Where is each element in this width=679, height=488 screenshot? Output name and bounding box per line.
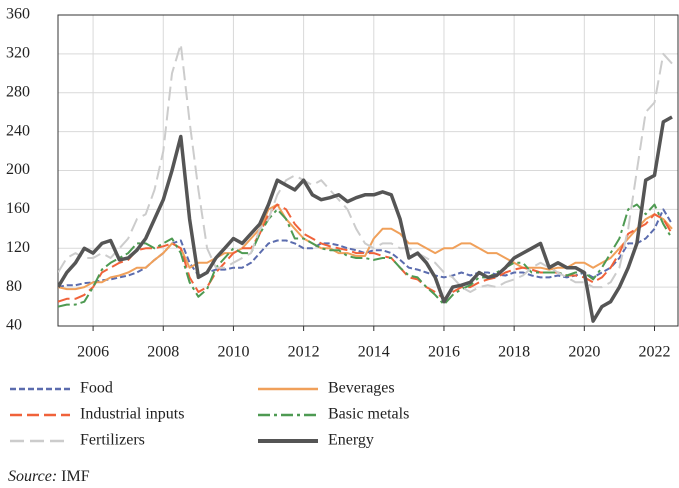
x-tick-label: 2016 (428, 344, 460, 361)
y-tick-label: 200 (6, 161, 30, 178)
y-tick-label: 80 (6, 278, 22, 295)
legend-label: Beverages (328, 380, 395, 397)
source-label: Source: (8, 468, 57, 485)
x-tick-label: 2022 (638, 344, 670, 361)
series-line (58, 115, 673, 323)
y-tick-label: 280 (6, 83, 30, 100)
series-line (58, 43, 673, 293)
y-tick-label: 360 (6, 6, 30, 23)
x-tick-label: 2012 (288, 344, 320, 361)
y-tick-label: 40 (6, 317, 22, 334)
legend: Food Beverages Industrial inputs Basic meta… (10, 380, 409, 449)
legend-label: Energy (328, 432, 374, 449)
x-tick-label: 2014 (358, 344, 390, 361)
x-tick-label: 2020 (568, 344, 600, 361)
x-tick-label: 2010 (217, 344, 249, 361)
x-tick-label: 2008 (147, 344, 179, 361)
series-line (58, 203, 673, 308)
legend-label: Food (80, 380, 113, 397)
y-tick-label: 320 (6, 45, 30, 62)
y-tick-label: 240 (6, 122, 30, 139)
legend-label: Basic metals (328, 406, 409, 423)
y-tick-label: 160 (6, 200, 30, 217)
x-tick-label: 2006 (77, 344, 109, 361)
source-text: IMF (61, 468, 90, 485)
legend-label: Fertilizers (80, 432, 145, 449)
x-tick-label: 2018 (498, 344, 530, 361)
plot-frame (57, 14, 679, 327)
source: Source: IMF (8, 468, 90, 485)
lines (58, 43, 673, 323)
y-tick-label: 120 (6, 239, 30, 256)
legend-label: Industrial inputs (80, 406, 184, 423)
